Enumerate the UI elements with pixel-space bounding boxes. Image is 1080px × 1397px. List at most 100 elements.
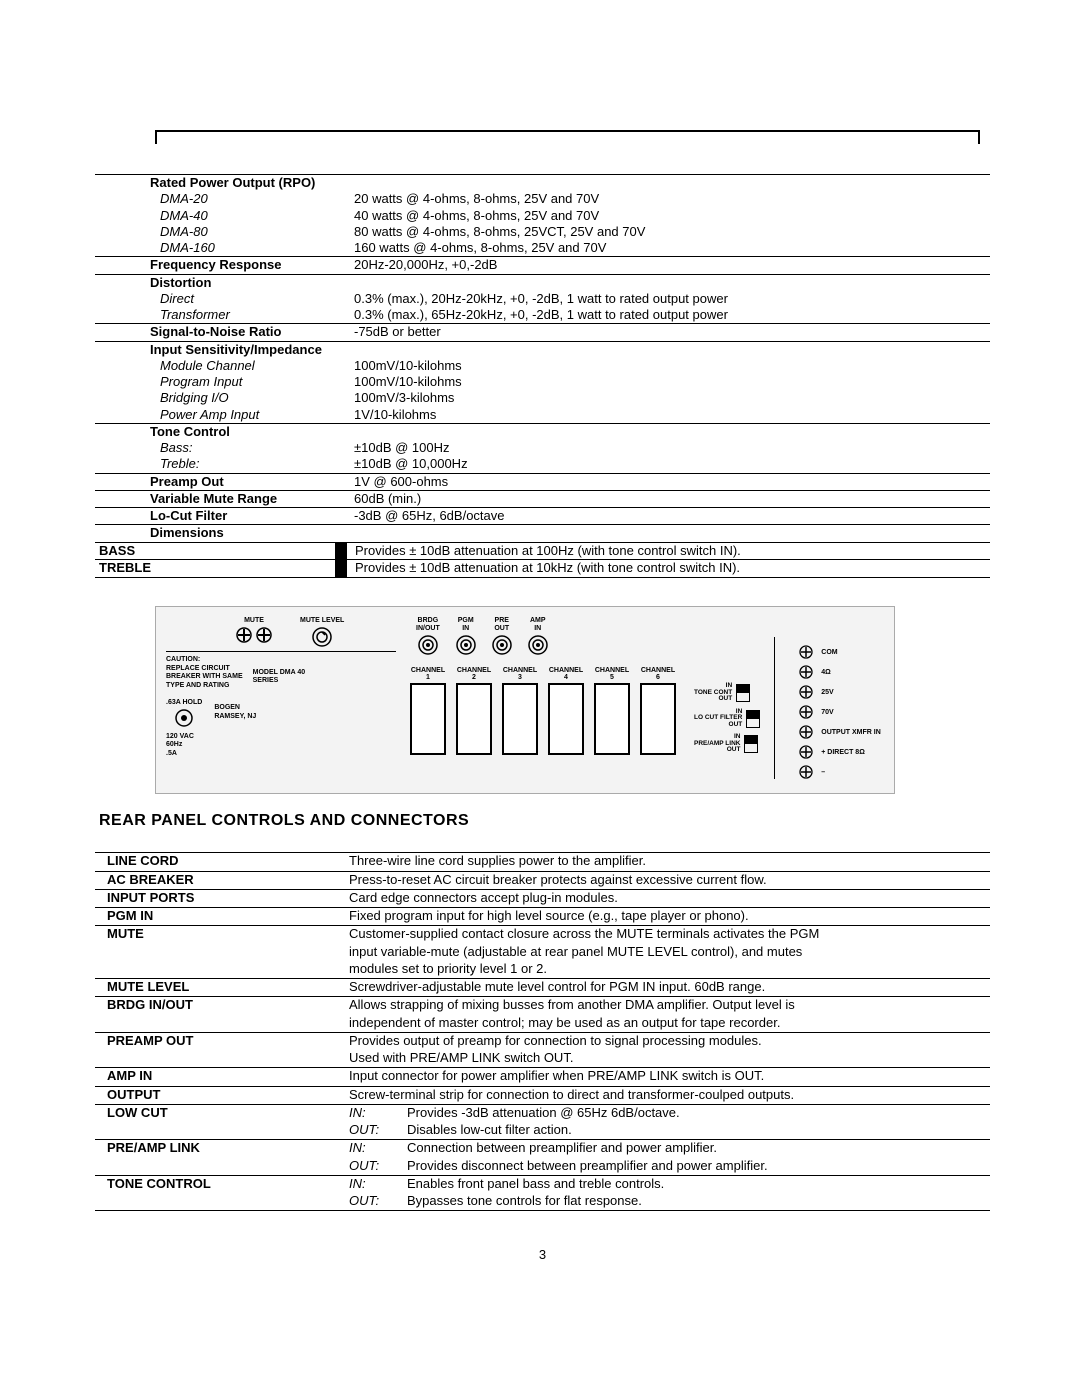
screw-icon: [799, 645, 813, 659]
treble-label: TREBLE: [95, 560, 335, 578]
rear-panel-figure: MUTE MUTE LEVEL CAUTION:: [155, 606, 895, 794]
preamp-value: 1V @ 600-ohms: [350, 473, 990, 490]
rpd-label: BRDG IN/OUT: [95, 997, 345, 1015]
module-slot: [594, 683, 630, 755]
rpd-mode: IN:: [345, 1175, 403, 1193]
spec-table: Rated Power Output (RPO) DMA-2020 watts …: [95, 174, 990, 542]
rear-panel-desc-table: LINE CORDThree-wire line cord supplies p…: [95, 852, 990, 1211]
rpd-text: Disables low-cut filter action.: [403, 1122, 990, 1140]
rpd-mode: OUT:: [345, 1158, 403, 1176]
dim-label: Dimensions: [95, 525, 350, 542]
power-line: 60Hz: [166, 741, 396, 750]
module-slot: [640, 683, 676, 755]
rpd-label: PREAMP OUT: [95, 1032, 345, 1050]
switch-out-label: OUT: [694, 722, 742, 729]
rpd-text: modules set to priority level 1 or 2.: [345, 961, 990, 979]
jack-label: IN/OUT: [416, 625, 440, 632]
treble-desc: Provides ± 10dB attenuation at 10kHz (wi…: [347, 560, 990, 578]
breaker-icon: [175, 709, 193, 727]
power-line: 120 VAC: [166, 733, 396, 742]
rpd-text: Enables front panel bass and treble cont…: [403, 1175, 990, 1193]
jack-label: BRDG: [418, 617, 439, 624]
terminal-label: + DIRECT 8Ω: [821, 749, 865, 756]
rpo-row-2-value: 80 watts @ 4-ohms, 8-ohms, 25VCT, 25V an…: [350, 224, 990, 240]
mute-value: 60dB (min.): [350, 490, 990, 507]
rp-left-block: MUTE MUTE LEVEL CAUTION:: [166, 617, 396, 759]
rpd-text: Three-wire line cord supplies power to t…: [345, 853, 990, 871]
knob-icon: [312, 627, 332, 647]
rpo-row-0-label: DMA-20: [95, 191, 350, 207]
bass-label: BASS: [95, 542, 335, 560]
input-row-1-label: Program Input: [95, 374, 350, 390]
freq-label: Frequency Response: [95, 257, 350, 274]
jack-label: AMP: [530, 617, 546, 624]
jack-label: PRE: [495, 617, 509, 624]
channel-label: CHANNEL 6: [640, 667, 676, 681]
dist-row-0-label: Direct: [95, 291, 350, 307]
rpd-text: Screwdriver-adjustable mute level contro…: [345, 979, 990, 997]
rear-panel-heading: REAR PANEL CONTROLS AND CONNECTORS: [99, 812, 990, 830]
module-slot: [410, 683, 446, 755]
rpd-text: Bypasses tone controls for flat response…: [403, 1193, 990, 1211]
rpd-label: PRE/AMP LINK: [95, 1140, 345, 1158]
screw-icon: [799, 745, 813, 759]
tone-row-0-value: ±10dB @ 100Hz: [350, 440, 990, 456]
rpd-label: [95, 1050, 345, 1068]
module-slot: [456, 683, 492, 755]
switch-out-label: OUT: [694, 696, 732, 703]
rpd-label: [95, 1193, 345, 1211]
terminal-label: OUTPUT XMFR IN: [821, 729, 881, 736]
rpd-text: Provides output of preamp for connection…: [345, 1032, 990, 1050]
mutelevel-caption: MUTE LEVEL: [300, 617, 344, 625]
screw-icon: [799, 685, 813, 699]
rpd-label: [95, 1122, 345, 1140]
channel-label: CHANNEL 2: [456, 667, 492, 681]
tone-row-0-label: Bass:: [95, 440, 350, 456]
input-row-3-label: Power Amp Input: [95, 407, 350, 424]
page: Rated Power Output (RPO) DMA-2020 watts …: [0, 0, 1080, 1302]
terminal-label: 70V: [821, 709, 833, 716]
tone-header: Tone Control: [95, 423, 350, 440]
model-line: MODEL DMA 40: [253, 669, 306, 678]
rpd-label: PGM IN: [95, 908, 345, 926]
rpd-label: LOW CUT: [95, 1104, 345, 1122]
jack-row: BRDGIN/OUT PGMIN PREOUT AMPIN: [416, 617, 760, 655]
terminal-label: 25V: [821, 689, 833, 696]
channel-label: CHANNEL 4: [548, 667, 584, 681]
caution-title: CAUTION:: [166, 656, 396, 665]
rpd-label: LINE CORD: [95, 853, 345, 871]
rpo-row-1-label: DMA-40: [95, 208, 350, 224]
dist-row-0-value: 0.3% (max.), 20Hz-20kHz, +0, -2dB, 1 wat…: [350, 291, 990, 307]
corner-bracket: [155, 130, 980, 144]
switch-out-label: OUT: [694, 747, 740, 754]
preamp-label: Preamp Out: [95, 473, 350, 490]
rpd-text: input variable-mute (adjustable at rear …: [345, 944, 990, 961]
rca-jack-icon: [492, 635, 512, 655]
channel-block: CHANNEL 1 CHANNEL 2 CHANNEL 3 CHANNEL 4 …: [410, 667, 760, 779]
input-row-0-label: Module Channel: [95, 358, 350, 374]
terminal-label: COM: [821, 649, 837, 656]
input-row-3-value: 1V/10-kilohms: [350, 407, 990, 424]
rpd-label: INPUT PORTS: [95, 889, 345, 907]
rpd-mode: IN:: [345, 1104, 403, 1122]
terminal-label: –: [821, 769, 825, 776]
rca-jack-icon: [528, 635, 548, 655]
rpd-label: OUTPUT: [95, 1086, 345, 1104]
locut-label: Lo-Cut Filter: [95, 508, 350, 525]
dist-row-1-value: 0.3% (max.), 65Hz-20kHz, +0, -2dB, 1 wat…: [350, 307, 990, 324]
input-header: Input Sensitivity/Impedance: [95, 341, 350, 358]
rpd-label: [95, 961, 345, 979]
jack-label: OUT: [494, 625, 509, 632]
rpd-mode: OUT:: [345, 1193, 403, 1211]
module-slot: [502, 683, 538, 755]
freq-value: 20Hz-20,000Hz, +0,-2dB: [350, 257, 990, 274]
jack-label: IN: [462, 625, 469, 632]
snr-value: -75dB or better: [350, 324, 990, 341]
locut-value: -3dB @ 65Hz, 6dB/octave: [350, 508, 990, 525]
screw-icon: [799, 725, 813, 739]
rpd-text: Fixed program input for high level sourc…: [345, 908, 990, 926]
terminal-label: 4Ω: [821, 669, 831, 676]
rpd-text: Card edge connectors accept plug-in modu…: [345, 889, 990, 907]
rpd-label: [95, 944, 345, 961]
channel-label: CHANNEL 5: [594, 667, 630, 681]
